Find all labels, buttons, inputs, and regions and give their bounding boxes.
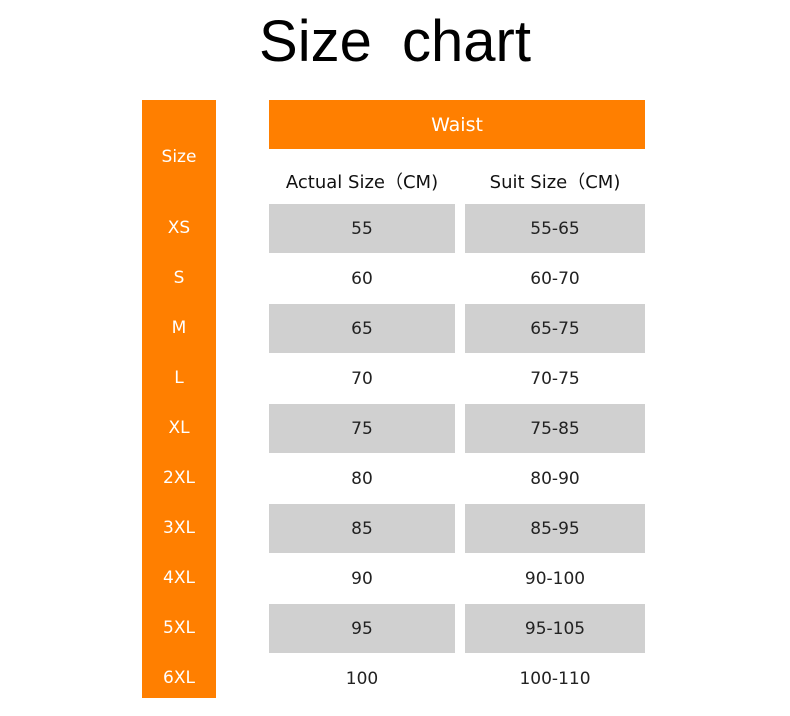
actual-size-cell: 95 (269, 604, 455, 653)
suit-size-cell: 60-70 (530, 268, 580, 289)
suit-size-cell: 70-75 (530, 368, 580, 389)
actual-size-cell: 55 (269, 204, 455, 253)
size-column (142, 100, 216, 698)
actual-size-cell: 90 (351, 568, 373, 589)
actual-size-cell: 85 (269, 504, 455, 553)
size-label: S (173, 268, 185, 288)
size-label: XS (167, 218, 191, 238)
size-label: L (174, 368, 184, 388)
actual-size-cell: 80 (351, 468, 373, 489)
page-title: Size chart (259, 9, 531, 74)
suit-size-cell: 90-100 (524, 568, 586, 589)
actual-size-cell: 75 (269, 404, 455, 453)
actual-size-cell: 70 (351, 368, 373, 389)
suit-size-cell: 55-65 (465, 204, 645, 253)
size-header: Size (161, 147, 197, 167)
actual-size-header: Actual Size（CM) (285, 172, 439, 193)
waist-header: Waist (269, 100, 645, 149)
suit-size-cell: 65-75 (465, 304, 645, 353)
size-label: 2XL (163, 468, 195, 488)
size-label: 3XL (163, 518, 195, 538)
size-label: 4XL (163, 568, 195, 588)
suit-size-cell: 80-90 (530, 468, 580, 489)
suit-size-header: Suit Size（CM) (489, 172, 621, 193)
suit-size-cell: 100-110 (519, 668, 591, 689)
size-label: XL (168, 418, 190, 438)
suit-size-cell: 95-105 (465, 604, 645, 653)
suit-size-cell: 75-85 (465, 404, 645, 453)
actual-size-cell: 100 (345, 668, 379, 689)
size-label: M (171, 318, 187, 338)
actual-size-cell: 65 (269, 304, 455, 353)
size-label: 6XL (163, 668, 195, 688)
suit-size-cell: 85-95 (465, 504, 645, 553)
actual-size-cell: 60 (351, 268, 373, 289)
size-label: 5XL (163, 618, 195, 638)
